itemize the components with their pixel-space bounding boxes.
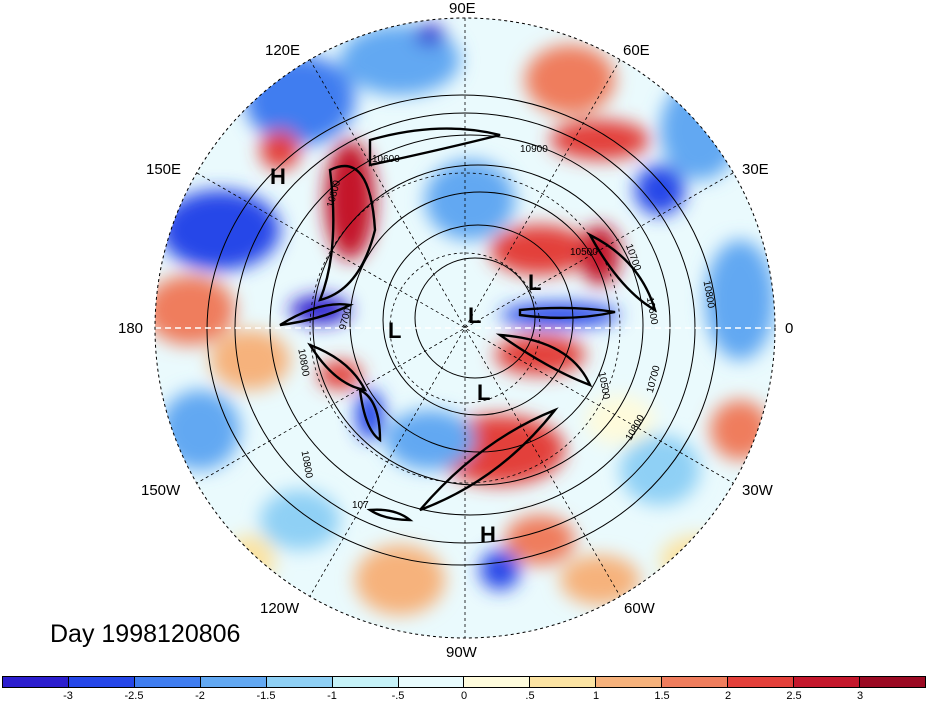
high-pressure-marker: H xyxy=(480,522,496,547)
colorbar-tick-label: -.5 xyxy=(391,690,405,702)
colorbar-segment xyxy=(200,677,267,687)
colorbar-segment xyxy=(728,677,795,687)
contour-label: 10600 xyxy=(644,296,660,326)
polar-stereographic-map: 10900 10600 10800 10700 10800 10500 1070… xyxy=(154,17,776,639)
colorbar-segment xyxy=(530,677,597,687)
lon-label-180: 180 xyxy=(118,320,144,337)
colorbar-segment xyxy=(266,677,333,687)
lon-label-90e: 90E xyxy=(449,0,476,17)
contour-label: 10800 xyxy=(295,348,311,378)
lon-label-150e: 150E xyxy=(146,161,182,178)
colorbar-segment xyxy=(332,677,399,687)
colorbar-tick-label: 2.5 xyxy=(786,690,802,702)
lon-label-150w: 150W xyxy=(141,482,181,499)
colorbar-tick-label: 3 xyxy=(856,690,864,702)
low-pressure-marker: L xyxy=(468,303,482,328)
colorbar-tick-label: -2.5 xyxy=(124,690,144,702)
colorbar-segment xyxy=(68,677,135,687)
map-boundary xyxy=(154,17,776,639)
high-pressure-marker: H xyxy=(270,164,286,189)
colorbar-tick-label: 0 xyxy=(460,690,468,702)
lon-label-60w: 60W xyxy=(624,600,655,617)
contour-label: 10600 xyxy=(372,154,400,165)
contour-label: 10800 xyxy=(299,450,315,480)
contour-label: 10500 xyxy=(570,247,598,258)
colorbar-tick-label: -3 xyxy=(63,690,73,702)
lon-label-90w: 90W xyxy=(446,644,477,661)
colorbar-segment xyxy=(464,677,531,687)
colorbar-tick-label: .5 xyxy=(525,690,535,702)
geopotential-contours xyxy=(206,94,718,566)
lon-label-30w: 30W xyxy=(742,482,773,499)
lon-label-30e: 30E xyxy=(742,161,769,178)
day-label: Day 1998120806 xyxy=(50,620,241,648)
low-pressure-marker: L xyxy=(477,380,491,405)
graticule xyxy=(155,18,775,638)
colorbar-segment xyxy=(596,677,663,687)
low-pressure-marker: L xyxy=(388,318,402,343)
contour-label: 107 xyxy=(352,500,369,511)
low-pressure-marker: L xyxy=(528,270,542,295)
colorbar xyxy=(2,676,926,688)
lon-label-120e: 120E xyxy=(265,42,301,59)
contour-label: 10500 xyxy=(596,371,612,401)
colorbar-segment xyxy=(859,677,925,687)
colorbar-tick-label: 2 xyxy=(724,690,732,702)
colorbar-segment xyxy=(794,677,860,687)
colorbar-tick-label: -2 xyxy=(195,690,205,702)
contour-label: 10800 xyxy=(701,280,717,310)
colorbar-tick-label: -1.5 xyxy=(256,690,276,702)
lon-label-60e: 60E xyxy=(623,42,650,59)
lon-label-120w: 120W xyxy=(260,600,300,617)
colorbar-segment xyxy=(3,677,69,687)
colorbar-tick-label: 1 xyxy=(592,690,600,702)
colorbar-tick-label: 1.5 xyxy=(654,690,670,702)
contour-label: 10900 xyxy=(520,144,548,155)
colorbar-segment xyxy=(134,677,201,687)
colorbar-segment xyxy=(662,677,729,687)
colorbar-segment xyxy=(398,677,465,687)
colorbar-tick-label: -1 xyxy=(327,690,337,702)
jet-contours xyxy=(279,127,658,522)
lon-label-0: 0 xyxy=(785,320,794,337)
